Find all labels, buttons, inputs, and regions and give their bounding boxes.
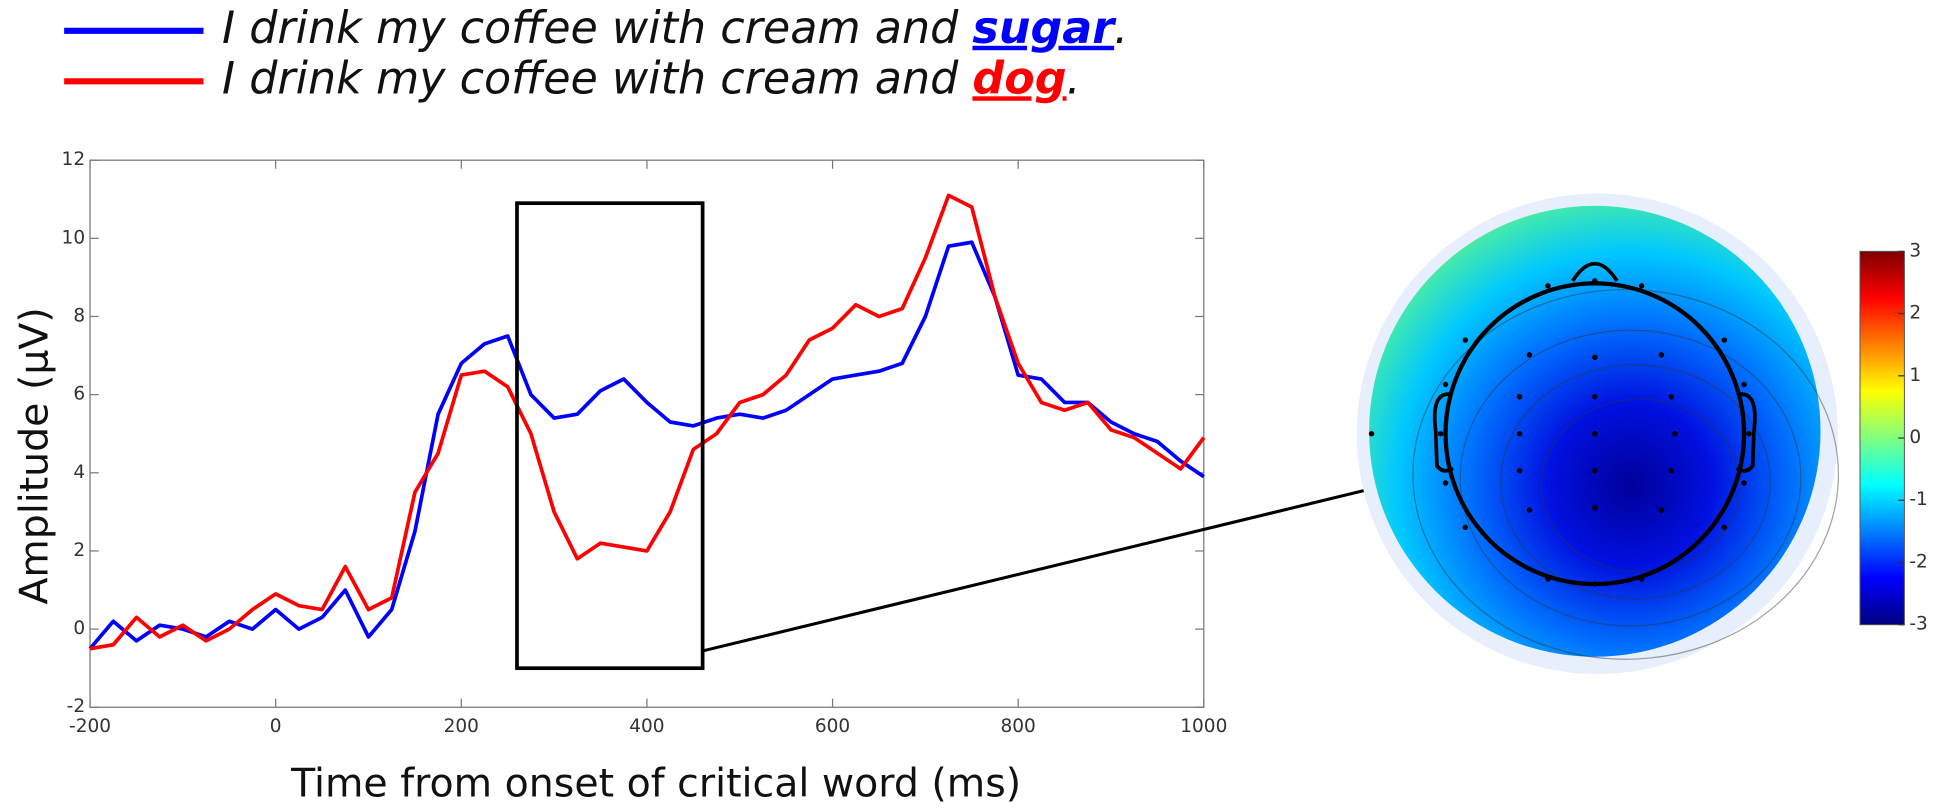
y-tick-label: 6 <box>73 384 85 405</box>
electrode <box>1526 507 1533 513</box>
electrode <box>1638 576 1645 582</box>
electrode <box>1545 283 1551 289</box>
highlight-window <box>515 201 705 671</box>
electrode <box>1442 480 1449 486</box>
electrode <box>1668 394 1674 400</box>
electrode <box>1592 467 1598 474</box>
electrode <box>1516 431 1523 437</box>
y-tick-label: -2 <box>67 696 85 717</box>
x-axis-label: Time from onset of critical word (ms) <box>290 761 1021 807</box>
y-tick-label: 10 <box>62 227 86 248</box>
colorbar-tick-label: 1 <box>1909 365 1921 386</box>
colorbar-tick-label: 3 <box>1909 240 1921 261</box>
electrode <box>1592 581 1598 587</box>
contour <box>1500 364 1771 600</box>
legend-label: I drink my coffee with cream and sugar. <box>222 3 1128 54</box>
colorbar-tick-label: 2 <box>1909 303 1921 324</box>
colorbar-tick-label: 0 <box>1909 427 1921 448</box>
series-line <box>89 193 1206 651</box>
electrode <box>1638 283 1645 289</box>
y-tick-label: 12 <box>62 149 86 170</box>
x-tick-label: 400 <box>629 716 664 737</box>
electrode <box>1592 504 1598 511</box>
electrode <box>1526 352 1533 358</box>
x-tick-label: -200 <box>69 716 111 737</box>
contour <box>1540 398 1741 573</box>
right-ear <box>1735 392 1757 473</box>
y-tick-label: 2 <box>73 540 85 561</box>
x-tick-label: 600 <box>815 716 850 737</box>
y-tick-label: 0 <box>73 618 85 639</box>
electrode <box>1592 431 1598 437</box>
electrode <box>1746 431 1752 437</box>
electrode <box>1442 381 1449 388</box>
topomap <box>1356 193 1840 674</box>
colorbar <box>1859 250 1905 626</box>
electrode <box>1516 394 1523 400</box>
y-axis-label: Amplitude (μV) <box>11 307 57 604</box>
nose <box>1571 262 1619 282</box>
x-tick-label: 1000 <box>1180 716 1227 737</box>
left-ear <box>1432 392 1454 473</box>
colorbar-tick-label: -1 <box>1909 489 1927 510</box>
x-tick-label: 0 <box>270 716 282 737</box>
electrode <box>1741 381 1747 388</box>
electrode <box>1721 524 1728 531</box>
contour <box>1459 329 1802 627</box>
x-tick-label: 800 <box>1001 716 1036 737</box>
contour <box>1412 288 1840 660</box>
electrode <box>1672 431 1678 437</box>
plot-area <box>89 159 1205 708</box>
electrode <box>1437 431 1444 437</box>
electrode <box>1592 278 1598 284</box>
electrode <box>1545 576 1551 582</box>
electrode <box>1516 467 1523 474</box>
electrode <box>1658 507 1665 513</box>
colorbar-tick-label: -3 <box>1909 614 1927 635</box>
electrode <box>1592 354 1598 361</box>
electrode <box>1368 431 1375 437</box>
colorbar-tick-label: -2 <box>1909 551 1927 572</box>
legend-label: I drink my coffee with cream and dog. <box>222 53 1081 104</box>
series-line <box>88 240 1205 650</box>
y-tick-label: 8 <box>73 305 85 326</box>
electrode <box>1668 467 1674 474</box>
electrode <box>1741 480 1747 486</box>
electrode <box>1462 524 1469 531</box>
electrode <box>1658 352 1665 358</box>
x-tick-label: 200 <box>444 716 479 737</box>
electrode <box>1592 394 1598 400</box>
electrode <box>1721 337 1728 343</box>
y-tick-label: 4 <box>73 462 85 483</box>
electrode <box>1462 337 1469 343</box>
